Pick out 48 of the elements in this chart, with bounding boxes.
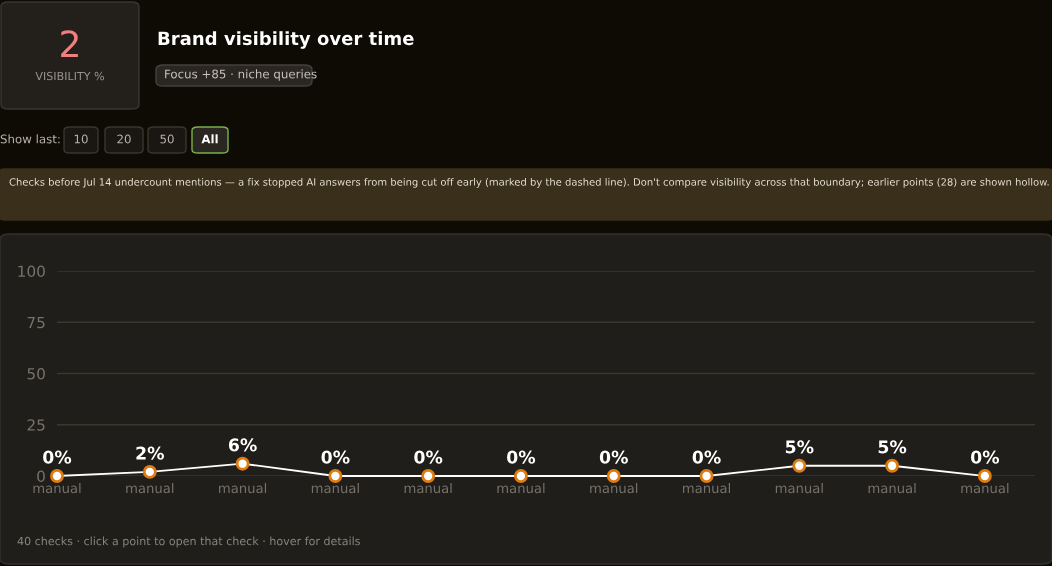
data-label: 0%: [414, 450, 443, 464]
point: [699, 469, 714, 483]
x-tick-label: manual: [868, 482, 916, 494]
x-tick-label: manual: [590, 482, 638, 494]
data-label: 0%: [43, 450, 72, 464]
data-label: 5%: [785, 440, 814, 454]
data-label: 0%: [599, 450, 628, 464]
data-label: 0%: [507, 450, 536, 464]
text: 50: [160, 134, 174, 144]
data-label: 6%: [228, 438, 257, 452]
point: [885, 458, 900, 473]
x-tick-label: manual: [33, 482, 81, 494]
x-tick-label: manual: [311, 482, 359, 494]
data-label: 0%: [321, 450, 350, 464]
text: 40 checks · click a point to open that check · hover for details: [17, 536, 360, 548]
point: [977, 469, 992, 483]
y-tick-label: 100: [18, 265, 45, 278]
y-tick-label: 50: [27, 367, 45, 380]
chart-subtitle: Focus +85 · niche queries: [165, 69, 317, 81]
x-tick-label: manual: [404, 482, 452, 494]
x-tick-label: manual: [775, 482, 823, 494]
point: [792, 458, 807, 473]
text: Show last:: [0, 134, 60, 144]
point: [235, 456, 250, 471]
point: [421, 469, 436, 483]
data-label: 5%: [878, 440, 907, 454]
text: 2: [61, 30, 78, 57]
data-label: 2%: [136, 446, 164, 460]
text: 20: [117, 134, 131, 144]
data-label: 0%: [692, 450, 721, 464]
x-tick-label: manual: [497, 482, 545, 494]
x-tick-label: manual: [219, 482, 267, 494]
y-tick-label: 75: [27, 316, 45, 329]
text: VISIBILITY %: [35, 71, 104, 81]
point: [142, 464, 157, 479]
point: [514, 469, 528, 483]
chart-title: Brand visibility over time: [158, 31, 414, 49]
x-tick-label: manual: [961, 482, 1009, 494]
data-label: 0%: [970, 450, 1000, 464]
y-tick-label: 0: [37, 470, 45, 483]
text: All: [201, 134, 218, 144]
x-tick-label: manual: [126, 482, 174, 494]
text: Checks before Jul 14 undercount mentions — a fix stopped AI answers from being cut off early (marked by the dashed line). Don't compare visibility across that boundary; earlier points (28) are shown hollow.: [9, 178, 1049, 188]
point: [606, 469, 621, 483]
y-tick-label: 25: [27, 419, 45, 431]
point: [328, 469, 343, 483]
text: 10: [74, 134, 88, 144]
x-tick-label: manual: [683, 482, 730, 494]
